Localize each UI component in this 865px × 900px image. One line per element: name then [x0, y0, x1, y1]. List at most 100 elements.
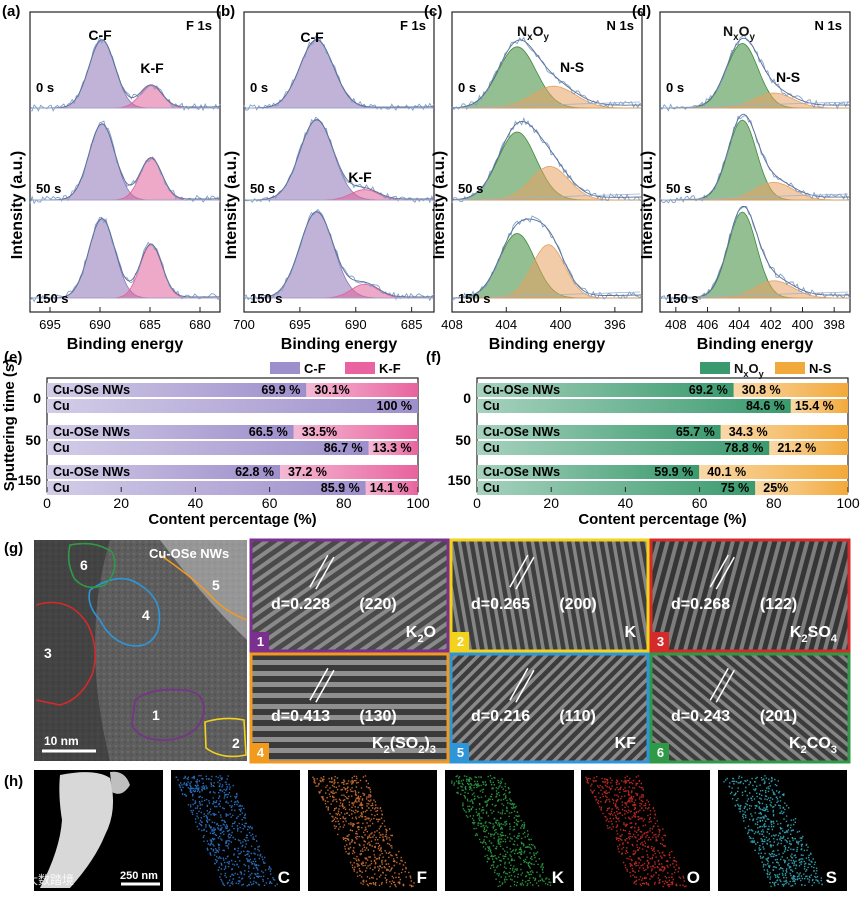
xps-peak-component: [660, 211, 850, 299]
xps-xlabel: Binding energy: [489, 336, 606, 353]
eds-panel: (h) 250 nm 大数踏境 C F K O S: [4, 770, 847, 891]
d-spacing-label: d=0.228: [271, 596, 330, 613]
bar-segment-shade: [365, 481, 418, 495]
bar-group-time: 50: [455, 432, 471, 448]
xps-background-line: [453, 193, 641, 201]
phase-label: K2(SO2)3: [372, 735, 436, 756]
bar-value-label: 40.1 %: [707, 465, 746, 479]
xps-time-label: 50 s: [458, 181, 483, 196]
xps-peak-component: [244, 39, 434, 109]
phase-label: K2SO4: [790, 624, 838, 645]
xps-tick-label: 690: [345, 317, 367, 332]
xps-background-line: [661, 101, 849, 109]
eds-map-f: F: [308, 770, 437, 891]
bar-tick-label: 0: [473, 495, 481, 511]
xps-tick-label: 396: [604, 317, 626, 332]
nanowire-tip: [110, 771, 130, 794]
bar-value-label: 30.1%: [314, 383, 349, 397]
bar-value-label: 33.5%: [302, 425, 337, 439]
xps-tick-label: 400: [792, 317, 814, 332]
eds-element-label: F: [417, 868, 427, 887]
xps-peak-component: [30, 39, 220, 109]
tem-panel-letter: (g): [4, 540, 23, 557]
bar-xlabel: Content percentage (%): [148, 511, 316, 528]
inset-number: 1: [257, 634, 264, 649]
inset-number: 2: [457, 634, 464, 649]
bar-segment-shade: [47, 441, 369, 455]
xps-peak-label: N-S: [776, 69, 800, 85]
bar-row-name: Cu-OSe NWs: [53, 383, 130, 397]
inset-number: 6: [657, 745, 664, 760]
tem-region-outlines: [35, 542, 248, 758]
eds-map-s: S: [718, 770, 847, 891]
bar-tick-label: 100: [406, 495, 430, 511]
xps-tick-label: 680: [189, 317, 211, 332]
xps-fit-envelope: [244, 211, 434, 299]
xps-fit-envelope: [452, 218, 642, 299]
tem-inset-6: d=0.243 (201) K2CO3 6: [649, 652, 851, 764]
bar-value-label: 75 %: [721, 481, 750, 495]
xps-peak-label: C-F: [300, 29, 324, 45]
xps-frame: [659, 11, 851, 313]
bar-value-label: 85.9 %: [321, 481, 360, 495]
xps-tick-label: 685: [401, 317, 423, 332]
bar-value-label: 78.8 %: [724, 441, 763, 455]
bar-group-time: 0: [463, 390, 471, 406]
bar-segment-shade: [47, 399, 418, 413]
xps-c-ylabel: Intensity (a.u.): [431, 151, 448, 259]
eds-signal-dots: [451, 775, 552, 888]
xps-raw-spectrum: [659, 34, 851, 112]
xps-tick-label: 408: [665, 317, 687, 332]
hkl-label: (220): [359, 596, 396, 613]
eds-map-background: [445, 770, 574, 891]
lattice-marker-line: [515, 556, 535, 590]
bar-tick-label: 100: [836, 495, 860, 511]
bar-tick-label: 20: [543, 495, 559, 511]
bar-row-name: Cu-OSe NWs: [53, 425, 130, 439]
eds-map-o: O: [581, 770, 710, 891]
xps-time-label: 0 s: [666, 80, 684, 95]
bar-group-time: 150: [448, 472, 472, 488]
eds-scale-label: 250 nm: [120, 870, 158, 882]
legend-label: N-S: [809, 361, 832, 376]
bar-tick-label: 40: [618, 495, 634, 511]
lattice-marker-line: [315, 556, 335, 590]
bar-segment-shade: [755, 481, 848, 495]
bar-value-label: 30.8 %: [742, 383, 781, 397]
xps-panel-letter: (d): [632, 3, 651, 20]
legend-swatch: [270, 362, 300, 374]
xps-tick-label: 690: [89, 317, 111, 332]
xps-frame: [29, 11, 221, 313]
lattice-marker-line: [709, 667, 729, 701]
inset-number-badge: [452, 632, 469, 650]
d-spacing-label: d=0.216: [471, 708, 530, 725]
xps-panel-letter: (b): [216, 3, 235, 20]
region-outline-1: [131, 688, 205, 742]
bar-value-label: 25%: [763, 481, 788, 495]
region-number-5: 5: [212, 577, 220, 593]
bar-segment-shade: [279, 465, 418, 479]
bar-value-label: 100 %: [377, 399, 412, 413]
xps-time-label: 150 s: [36, 291, 69, 306]
d-spacing-label: d=0.268: [671, 596, 730, 613]
bar-segment-shade: [477, 383, 734, 397]
d-spacing-label: d=0.413: [271, 708, 330, 725]
bar-group-time: 0: [33, 390, 41, 406]
bar-group-time: 50: [25, 432, 41, 448]
region-outline-6: [67, 542, 116, 589]
eds-element-label: K: [552, 868, 565, 887]
bar-segment-shade: [769, 441, 848, 455]
lattice-marker-line: [715, 556, 735, 590]
eds-map-c: C: [171, 770, 300, 891]
hkl-label: (200): [559, 596, 596, 613]
lattice-marker-line: [309, 554, 329, 588]
xps-time-label: 150 s: [666, 291, 699, 306]
inset-number-badge: [252, 632, 269, 650]
xps-raw-spectrum: [451, 36, 643, 111]
xps-fit-envelope: [451, 39, 642, 109]
xps-peak-label: NxOy: [723, 23, 755, 43]
bar-segment-shade: [368, 441, 418, 455]
bar-value-label: 37.2 %: [288, 465, 327, 479]
xps-raw-spectrum: [243, 116, 435, 204]
bar-value-label: 15.4 %: [795, 399, 834, 413]
